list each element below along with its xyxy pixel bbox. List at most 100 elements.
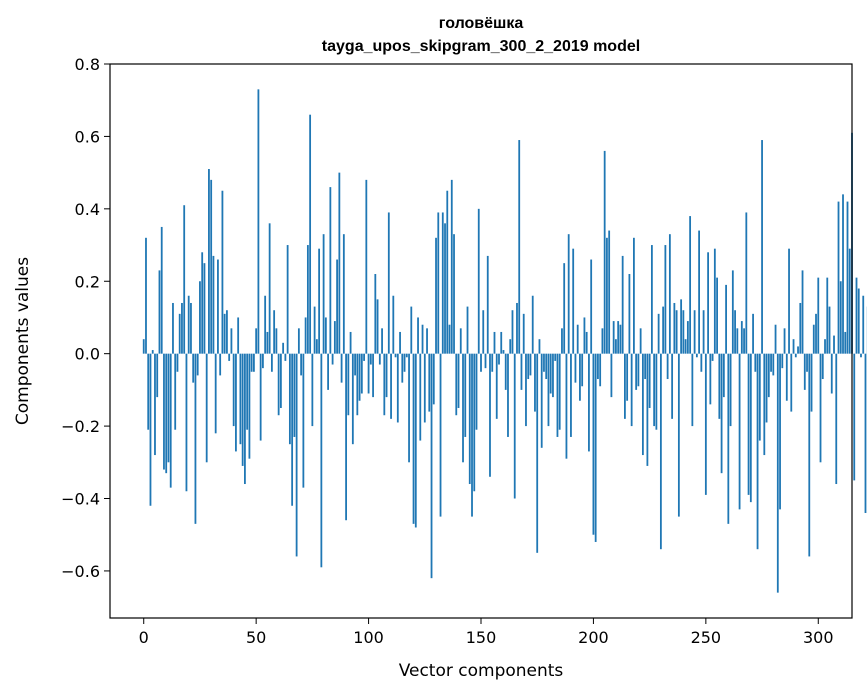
bar-component-107 xyxy=(383,353,386,416)
bar-component-197 xyxy=(585,331,588,354)
bar-component-195 xyxy=(581,353,584,387)
bar-component-87 xyxy=(338,172,341,354)
bar-component-117 xyxy=(405,353,408,358)
bar-component-124 xyxy=(421,324,424,354)
bar-component-155 xyxy=(491,353,494,372)
bar-component-6 xyxy=(156,353,159,398)
bar-component-94 xyxy=(354,353,356,376)
bar-component-208 xyxy=(610,353,613,398)
bar-component-221 xyxy=(639,328,642,354)
bar-component-245 xyxy=(693,310,696,354)
bar-component-273 xyxy=(756,353,759,550)
bar-component-219 xyxy=(635,353,638,390)
bar-component-186 xyxy=(561,328,563,354)
bar-component-110 xyxy=(390,353,392,419)
bar-component-17 xyxy=(181,302,183,354)
bar-component-150 xyxy=(480,353,482,372)
bar-component-284 xyxy=(781,353,784,369)
bar-component-267 xyxy=(743,328,745,354)
bar-component-102 xyxy=(372,353,374,398)
bar-component-250 xyxy=(704,353,707,495)
bar-component-109 xyxy=(387,212,390,354)
bar-component-35 xyxy=(221,190,224,354)
bar-component-147 xyxy=(473,353,476,492)
bar-component-279 xyxy=(770,353,772,372)
bar-component-122 xyxy=(417,317,419,354)
bar-series xyxy=(142,89,867,593)
bar-component-101 xyxy=(369,353,372,365)
bar-component-168 xyxy=(520,353,523,390)
bar-component-98 xyxy=(363,353,365,361)
x-tick-label: 250 xyxy=(691,628,722,647)
bar-component-95 xyxy=(356,353,359,416)
bar-component-30 xyxy=(210,179,213,354)
bar-component-1 xyxy=(145,237,147,354)
bar-component-156 xyxy=(493,331,496,354)
bar-component-246 xyxy=(695,353,698,358)
bar-component-86 xyxy=(336,259,338,354)
bar-component-286 xyxy=(785,353,788,401)
bar-component-75 xyxy=(311,353,314,427)
bar-component-145 xyxy=(468,353,471,485)
bar-component-196 xyxy=(583,317,586,354)
bar-component-194 xyxy=(579,353,581,401)
bar-component-220 xyxy=(637,353,640,387)
y-tick-label: −0.6 xyxy=(61,562,100,581)
bar-component-64 xyxy=(286,245,289,354)
chart-title-line2: tayga_upos_skipgram_300_2_2019 model xyxy=(322,38,640,55)
bar-component-16 xyxy=(178,313,181,354)
bar-component-148 xyxy=(475,353,478,430)
bar-component-76 xyxy=(313,306,316,354)
bar-component-22 xyxy=(192,353,195,383)
x-axis-label: Vector components xyxy=(399,661,564,681)
bar-component-113 xyxy=(396,353,399,423)
bar-component-112 xyxy=(394,353,397,358)
y-tick-label: −0.2 xyxy=(61,417,100,436)
plot-frame xyxy=(109,63,853,619)
bar-component-46 xyxy=(246,353,249,430)
x-tick-label: 0 xyxy=(139,628,149,647)
bar-component-135 xyxy=(446,190,449,354)
bar-component-243 xyxy=(689,216,692,354)
bar-component-59 xyxy=(275,328,278,354)
bar-component-11 xyxy=(167,353,170,463)
bar-component-28 xyxy=(205,353,208,463)
bar-component-280 xyxy=(772,353,775,376)
bar-component-304 xyxy=(826,277,829,354)
bar-component-104 xyxy=(376,299,379,354)
bar-component-121 xyxy=(414,353,417,528)
bar-component-93 xyxy=(351,353,354,445)
bar-component-116 xyxy=(403,353,406,372)
bar-component-157 xyxy=(495,353,498,419)
y-tick-label: 0.6 xyxy=(75,127,100,146)
bar-component-271 xyxy=(752,313,754,354)
bar-component-12 xyxy=(169,353,172,488)
bar-component-78 xyxy=(318,248,321,354)
y-axis-label: Components values xyxy=(13,257,33,425)
x-tick-label: 100 xyxy=(353,628,384,647)
bar-component-317 xyxy=(855,277,858,354)
bar-component-183 xyxy=(554,353,557,361)
bar-component-213 xyxy=(621,255,624,354)
bar-component-303 xyxy=(824,339,826,354)
bar-component-306 xyxy=(830,353,833,394)
bar-component-235 xyxy=(671,353,674,419)
y-tick-label: 0.2 xyxy=(75,272,100,291)
bar-component-192 xyxy=(574,353,577,383)
bar-component-256 xyxy=(718,353,721,419)
bar-component-142 xyxy=(462,353,464,463)
bar-component-238 xyxy=(677,353,680,517)
bar-component-40 xyxy=(232,353,235,427)
bar-component-254 xyxy=(713,248,716,354)
bar-component-134 xyxy=(444,223,446,354)
bar-component-282 xyxy=(776,353,779,593)
bar-component-153 xyxy=(486,255,489,354)
bar-component-158 xyxy=(498,353,500,365)
bar-component-209 xyxy=(612,321,615,354)
bar-component-131 xyxy=(437,212,440,354)
bar-component-236 xyxy=(673,302,676,354)
bar-component-167 xyxy=(518,140,521,354)
bar-component-60 xyxy=(277,353,280,416)
bar-component-309 xyxy=(837,201,840,354)
bar-component-171 xyxy=(527,353,530,380)
